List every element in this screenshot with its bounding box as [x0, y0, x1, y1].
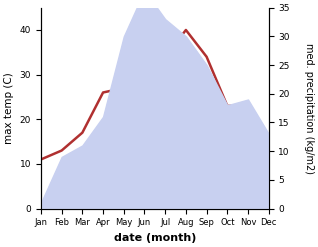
Y-axis label: med. precipitation (kg/m2): med. precipitation (kg/m2) — [304, 43, 314, 174]
Y-axis label: max temp (C): max temp (C) — [4, 72, 14, 144]
X-axis label: date (month): date (month) — [114, 233, 196, 243]
